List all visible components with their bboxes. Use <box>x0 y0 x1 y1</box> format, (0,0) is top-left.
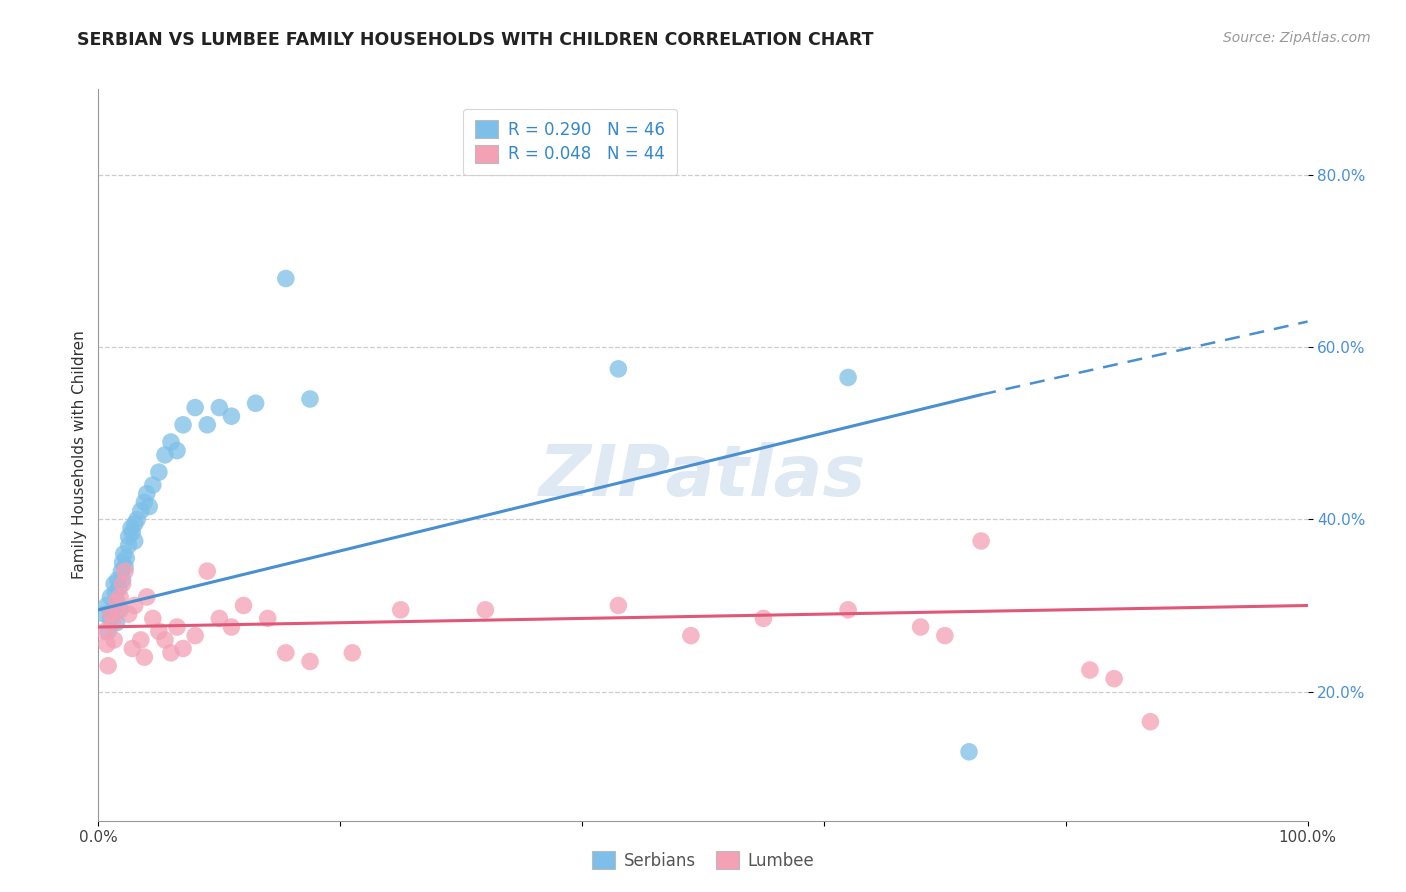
Point <box>752 611 775 625</box>
Point <box>148 465 170 479</box>
Point <box>118 607 141 621</box>
Legend: Serbians, Lumbee: Serbians, Lumbee <box>585 845 821 877</box>
Point <box>184 629 207 643</box>
Point <box>1139 714 1161 729</box>
Text: ZIPatlas: ZIPatlas <box>540 442 866 511</box>
Point <box>184 401 207 415</box>
Point <box>221 620 243 634</box>
Point <box>112 547 135 561</box>
Point <box>256 611 278 625</box>
Point <box>607 599 630 613</box>
Point <box>111 556 134 570</box>
Point <box>100 590 122 604</box>
Point <box>121 641 143 656</box>
Point <box>100 611 122 625</box>
Point <box>97 658 120 673</box>
Point <box>101 603 124 617</box>
Point <box>105 594 128 608</box>
Point <box>299 655 322 669</box>
Point <box>100 607 122 621</box>
Point <box>195 417 218 432</box>
Point <box>153 632 176 647</box>
Point <box>910 620 932 634</box>
Point <box>142 478 165 492</box>
Point <box>474 603 496 617</box>
Text: SERBIAN VS LUMBEE FAMILY HOUSEHOLDS WITH CHILDREN CORRELATION CHART: SERBIAN VS LUMBEE FAMILY HOUSEHOLDS WITH… <box>77 31 875 49</box>
Point <box>114 559 136 574</box>
Point <box>97 624 120 639</box>
Point <box>160 435 183 450</box>
Point <box>121 525 143 540</box>
Point <box>118 538 141 552</box>
Point <box>232 599 254 613</box>
Point <box>129 632 152 647</box>
Point <box>104 585 127 599</box>
Point <box>105 594 128 608</box>
Point <box>103 632 125 647</box>
Point <box>110 564 132 578</box>
Point <box>172 641 194 656</box>
Point <box>153 448 176 462</box>
Y-axis label: Family Households with Children: Family Households with Children <box>72 331 87 579</box>
Point <box>101 615 124 630</box>
Point <box>96 599 118 613</box>
Point <box>195 564 218 578</box>
Point <box>108 590 131 604</box>
Point <box>105 615 128 630</box>
Point <box>103 577 125 591</box>
Point <box>108 603 131 617</box>
Point <box>274 271 297 285</box>
Point <box>970 533 993 548</box>
Point <box>221 409 243 424</box>
Point <box>120 521 142 535</box>
Point <box>837 603 859 617</box>
Point <box>127 512 149 526</box>
Point <box>166 620 188 634</box>
Point <box>134 650 156 665</box>
Text: Source: ZipAtlas.com: Source: ZipAtlas.com <box>1223 31 1371 45</box>
Point <box>142 611 165 625</box>
Point <box>115 551 138 566</box>
Point <box>124 599 146 613</box>
Point <box>124 533 146 548</box>
Point <box>138 500 160 514</box>
Point <box>299 392 322 406</box>
Point <box>1078 663 1101 677</box>
Point <box>108 582 131 596</box>
Point <box>208 611 231 625</box>
Point <box>389 603 412 617</box>
Point <box>172 417 194 432</box>
Point <box>837 370 859 384</box>
Point <box>957 745 980 759</box>
Point <box>93 607 115 621</box>
Point <box>96 637 118 651</box>
Point <box>1102 672 1125 686</box>
Point <box>111 573 134 587</box>
Point <box>118 530 141 544</box>
Point <box>124 516 146 531</box>
Point <box>679 629 702 643</box>
Point <box>135 590 157 604</box>
Point <box>129 504 152 518</box>
Point <box>934 629 956 643</box>
Point <box>148 624 170 639</box>
Point <box>342 646 364 660</box>
Point <box>93 624 115 639</box>
Point <box>114 564 136 578</box>
Point <box>274 646 297 660</box>
Point <box>135 486 157 500</box>
Point <box>107 573 129 587</box>
Point <box>160 646 183 660</box>
Point <box>134 495 156 509</box>
Point <box>245 396 267 410</box>
Point <box>166 443 188 458</box>
Point <box>208 401 231 415</box>
Legend: R = 0.290   N = 46, R = 0.048   N = 44: R = 0.290 N = 46, R = 0.048 N = 44 <box>464 109 678 175</box>
Point <box>107 603 129 617</box>
Point <box>607 362 630 376</box>
Point <box>111 577 134 591</box>
